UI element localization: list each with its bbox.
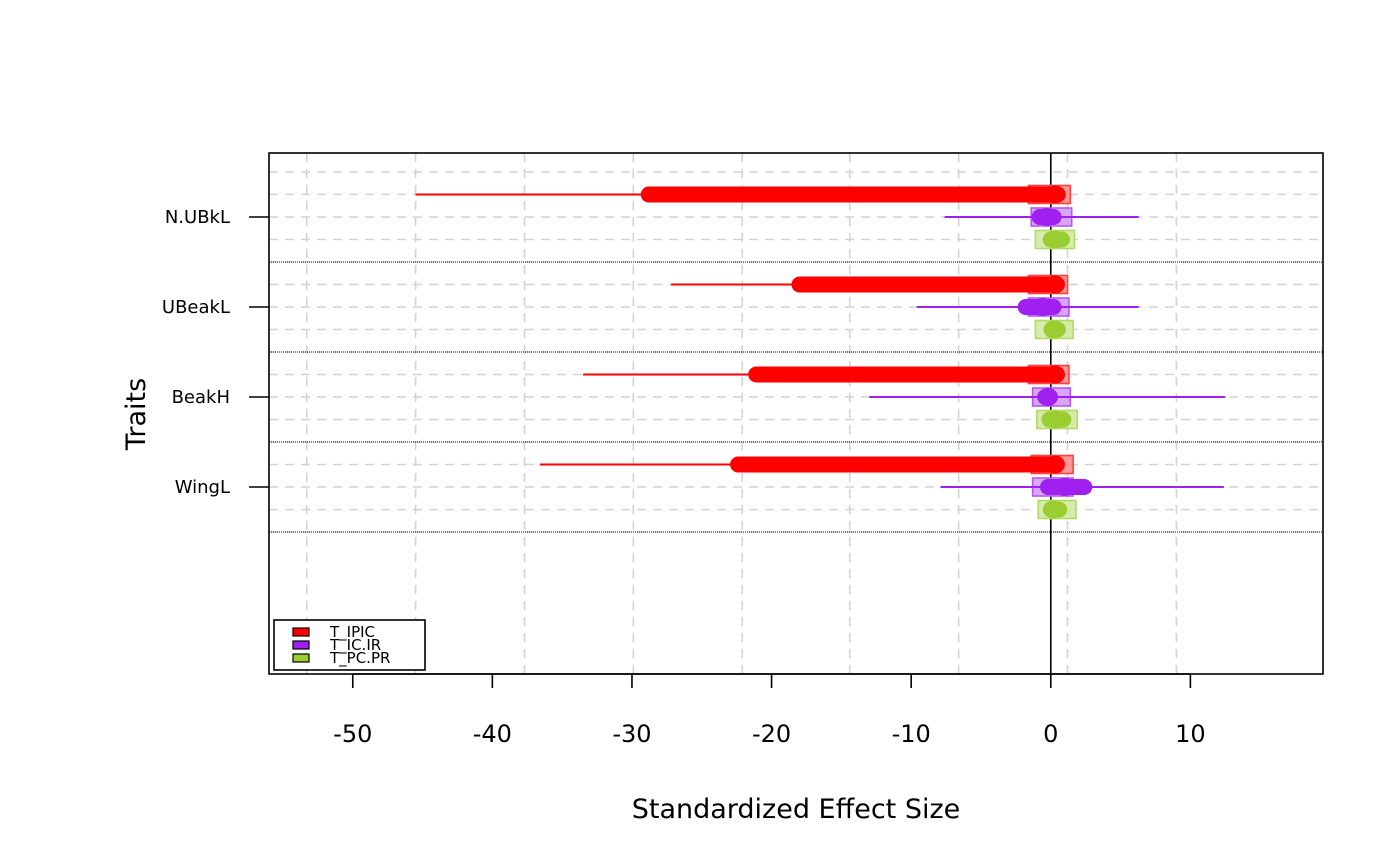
legend-label: T_IC.IR xyxy=(329,636,381,655)
y-tick-label: N.UBkL xyxy=(165,207,230,228)
point-t-ipic-n-ubkl xyxy=(1044,185,1065,204)
point-t-ic-ir-n-ubkl xyxy=(1036,208,1057,226)
x-axis: -50 -40 -30 -20 -10 0 10 xyxy=(333,673,1206,748)
point-t-pc-pr-ubeakl xyxy=(1043,320,1064,339)
point-t-ic-ir-ubeakl xyxy=(1032,298,1053,316)
x-axis-title: Standardized Effect Size xyxy=(632,794,961,825)
point-t-ipic-wingl xyxy=(1044,455,1065,474)
point-t-ic-ir-wingl xyxy=(1054,478,1075,496)
y-tick-label: WingL xyxy=(175,477,230,498)
x-tick-label: -30 xyxy=(612,720,651,748)
x-tick-label: -20 xyxy=(752,720,791,748)
plot-frame xyxy=(268,152,1324,675)
point-t-ipic-ubeakl xyxy=(1044,275,1065,294)
legend-label: T_IPIC xyxy=(329,623,375,642)
point-t-ic-ir-beakh xyxy=(1037,388,1058,406)
grid-layer xyxy=(269,153,1323,674)
x-tick-label: -10 xyxy=(892,720,931,748)
data-layer xyxy=(415,184,1226,520)
y-axis: N.UBkL UBeakL BeakH WingL xyxy=(162,207,269,498)
legend-swatch xyxy=(292,627,310,637)
point-t-pc-pr-beakh xyxy=(1044,410,1065,429)
x-tick-label: 0 xyxy=(1043,720,1058,748)
legend-swatch xyxy=(292,640,310,650)
x-tick-label: 10 xyxy=(1175,720,1206,748)
point-t-ipic-beakh xyxy=(1044,365,1065,384)
point-t-pc-pr-n-ubkl xyxy=(1044,230,1065,249)
legend-label: T_PC.PR xyxy=(329,649,390,668)
y-tick-label: UBeakL xyxy=(162,297,230,318)
x-tick-label: -50 xyxy=(333,720,372,748)
point-t-pc-pr-wingl xyxy=(1043,500,1064,519)
y-tick-label: BeakH xyxy=(172,387,230,408)
x-tick-label: -40 xyxy=(473,720,512,748)
legend-swatch xyxy=(292,653,310,663)
trait-separators xyxy=(269,261,1323,533)
y-axis-title: Traits xyxy=(121,378,152,451)
